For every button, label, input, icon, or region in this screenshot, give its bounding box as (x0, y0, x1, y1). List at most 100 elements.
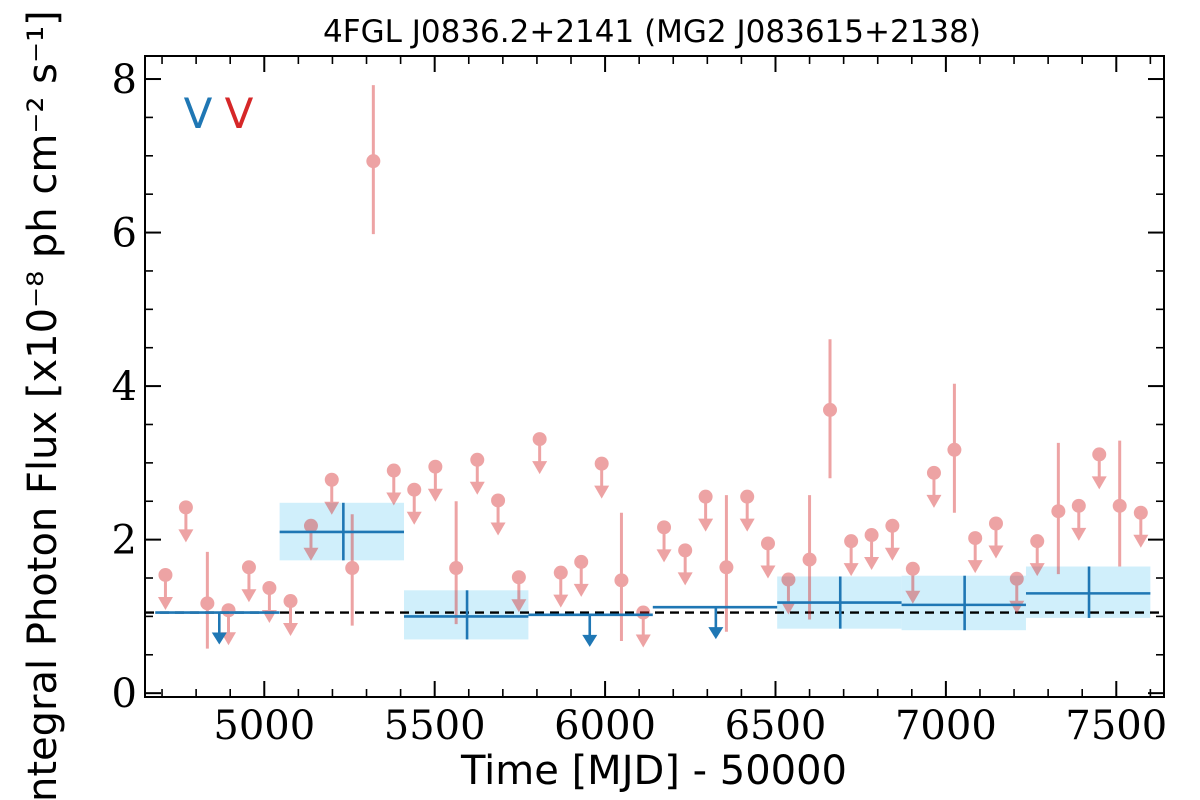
upper-limit-arrow (1091, 476, 1107, 490)
long-bin-marks (155, 502, 1151, 647)
long-bin-detection-3 (901, 575, 1026, 631)
short-bin-upper-limit-15 (553, 565, 569, 608)
upper-limit-arrow (178, 529, 194, 543)
upper-limit-arrow (553, 594, 569, 608)
upper-limit-arrow (843, 563, 859, 577)
short-bin-upper-limit-2 (220, 603, 236, 646)
detection-point (366, 154, 381, 169)
x-tick-label-3: 6500 (725, 703, 827, 749)
upper-limit-point (283, 594, 298, 609)
upper-limit-arrow (1133, 534, 1149, 548)
short-bin-detection-4 (614, 512, 629, 641)
upper-limit-point (553, 565, 568, 580)
upper-limit-arrow (677, 572, 693, 586)
upper-limit-arrow (1029, 563, 1045, 577)
short-bin-upper-limit-4 (261, 580, 277, 623)
upper-limit-arrow (926, 494, 942, 508)
upper-limit-point (178, 500, 193, 515)
upper-limit-point (594, 456, 609, 471)
upper-limit-point (636, 605, 651, 620)
detection-point (823, 402, 838, 417)
upper-limit-arrow (780, 601, 796, 615)
x-axis-label: Time [MJD] - 50000 (460, 748, 847, 794)
short-bin-upper-limit-23 (760, 536, 776, 579)
plot-frame (144, 55, 1165, 698)
upper-limit-point (988, 516, 1003, 531)
x-tick-label-4: 7000 (895, 703, 997, 749)
short-bin-upper-limit-29 (926, 465, 942, 508)
long-bin-ul-arrow (211, 632, 227, 645)
short-bin-detection-9 (1051, 442, 1066, 575)
detection-point (200, 596, 215, 611)
upper-limit-point (324, 472, 339, 487)
upper-limit-arrow (905, 590, 921, 604)
upper-limit-point (511, 570, 526, 585)
upper-limit-arrow (386, 492, 402, 506)
upper-limit-point (532, 432, 547, 447)
upper-limit-arrow (511, 599, 527, 613)
axes (144, 55, 1165, 698)
short-bin-detection-3 (449, 501, 464, 625)
upper-limit-point (864, 528, 879, 543)
upper-limit-point (885, 518, 900, 533)
short-bin-detection-10 (1112, 440, 1127, 567)
long-bin-upper-limit-1 (528, 613, 653, 647)
short-bin-upper-limit-18 (635, 605, 651, 648)
upper-limit-arrow (469, 481, 485, 495)
long-bin-ul-arrow (708, 627, 724, 640)
upper-limit-point (1030, 534, 1045, 549)
upper-limit-arrow (490, 522, 506, 536)
legend-entry-blue: V (184, 89, 213, 138)
upper-limit-point (241, 560, 256, 575)
short-bin-upper-limit-24 (780, 572, 796, 615)
short-bin-upper-limit-19 (656, 520, 672, 563)
upper-limit-arrow (283, 623, 299, 637)
long-bin-upper-limit-0 (155, 611, 280, 645)
short-bin-upper-limit-28 (905, 561, 921, 604)
upper-limit-point (760, 536, 775, 551)
detection-point (947, 442, 962, 457)
detection-point (449, 561, 464, 576)
upper-limit-arrow (635, 634, 651, 648)
upper-limit-point (407, 482, 422, 497)
upper-limit-point (491, 493, 506, 508)
upper-limit-arrow (594, 485, 610, 499)
short-bin-marks (157, 85, 1149, 649)
short-bin-upper-limit-35 (1091, 447, 1107, 490)
legend-entry-red: V (225, 89, 254, 138)
short-bin-upper-limit-14 (532, 432, 548, 475)
short-bin-upper-limit-1 (178, 500, 194, 543)
chart-title: 4FGL J0836.2+2141 (MG2 J083615+2138) (323, 14, 981, 50)
upper-limit-arrow (427, 488, 443, 502)
detection-point (802, 552, 817, 567)
short-bin-upper-limit-0 (157, 567, 173, 610)
short-bin-detection-6 (802, 495, 817, 620)
upper-limit-point (657, 520, 672, 535)
short-bin-detection-5 (719, 495, 734, 632)
y-axis-label: Integral Photon Flux [x10⁻⁸ ph cm⁻² s⁻¹] (20, 10, 66, 800)
upper-limit-point (1133, 505, 1148, 520)
long-bin-detection-0 (279, 502, 405, 561)
upper-limit-arrow (739, 518, 755, 532)
short-bin-upper-limit-31 (988, 516, 1004, 559)
upper-limit-point (262, 580, 277, 595)
short-bin-upper-limit-16 (573, 554, 589, 597)
short-bin-detection-0 (200, 551, 215, 649)
upper-limit-arrow (864, 557, 880, 571)
y-tick-label-1: 2 (112, 518, 137, 564)
upper-limit-arrow (967, 560, 983, 574)
upper-limit-arrow (698, 518, 714, 532)
upper-limit-arrow (241, 589, 257, 603)
short-bin-upper-limit-20 (677, 543, 693, 586)
short-bin-upper-limit-8 (386, 463, 402, 506)
short-bin-upper-limit-13 (511, 570, 527, 613)
detection-point (1112, 498, 1127, 513)
upper-limit-point (158, 567, 173, 582)
long-bin-detection-2 (777, 576, 902, 629)
x-tick-label-2: 6000 (554, 703, 656, 749)
long-bin-upper-limit-2 (652, 605, 778, 640)
detection-point (345, 561, 360, 576)
upper-limit-point (844, 534, 859, 549)
short-bin-upper-limit-27 (884, 518, 900, 561)
